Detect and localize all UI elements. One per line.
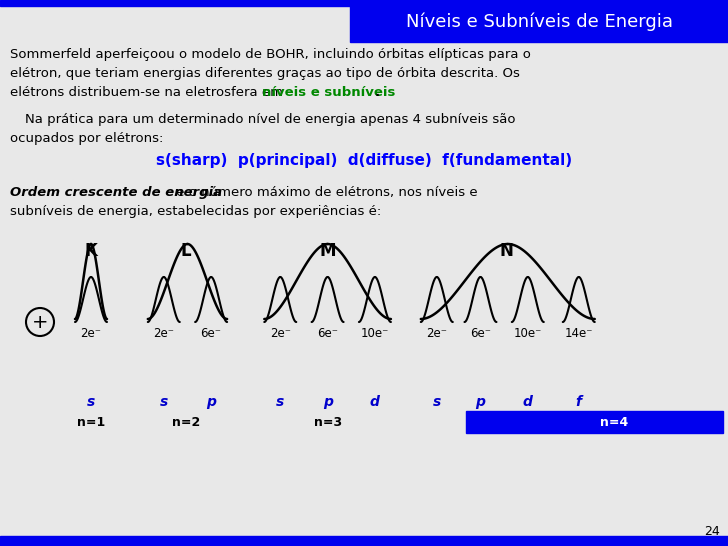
Text: Na prática para um determinado nível de energia apenas 4 subníveis são: Na prática para um determinado nível de … xyxy=(25,113,515,126)
Text: 14e⁻: 14e⁻ xyxy=(564,327,593,340)
Text: 6e⁻: 6e⁻ xyxy=(317,327,338,340)
Text: elétron, que teriam energias diferentes graças ao tipo de órbita descrita. Os: elétron, que teriam energias diferentes … xyxy=(10,67,520,80)
Text: s: s xyxy=(276,395,285,409)
Text: L: L xyxy=(181,242,191,260)
Text: 2e⁻: 2e⁻ xyxy=(81,327,101,340)
Text: Níveis e Subníveis de Energia: Níveis e Subníveis de Energia xyxy=(405,13,673,31)
Text: subníveis de energia, estabelecidas por experiências é:: subníveis de energia, estabelecidas por … xyxy=(10,205,381,218)
Text: elétrons distribuem-se na eletrosfera em: elétrons distribuem-se na eletrosfera em xyxy=(10,86,288,99)
Text: .: . xyxy=(375,86,380,99)
Text: s: s xyxy=(432,395,441,409)
Text: p: p xyxy=(206,395,216,409)
Text: 10e⁻: 10e⁻ xyxy=(361,327,389,340)
Text: M: M xyxy=(320,242,336,260)
Text: s(sharp)  p(principal)  d(diffuse)  f(fundamental): s(sharp) p(principal) d(diffuse) f(funda… xyxy=(156,153,572,168)
Text: níveis e subníveis: níveis e subníveis xyxy=(262,86,395,99)
Text: n=3: n=3 xyxy=(314,416,341,429)
Text: Ordem crescente de energia: Ordem crescente de energia xyxy=(10,186,222,199)
Text: n=4: n=4 xyxy=(601,416,628,429)
Text: f: f xyxy=(576,395,582,409)
Text: d: d xyxy=(523,395,533,409)
Text: 6e⁻: 6e⁻ xyxy=(201,327,221,340)
Text: 10e⁻: 10e⁻ xyxy=(514,327,542,340)
Text: d: d xyxy=(370,395,380,409)
Text: ocupados por elétrons:: ocupados por elétrons: xyxy=(10,132,163,145)
Text: 6e⁻: 6e⁻ xyxy=(470,327,491,340)
Text: 2e⁻: 2e⁻ xyxy=(270,327,290,340)
Text: e o número máximo de elétrons, nos níveis e: e o número máximo de elétrons, nos nívei… xyxy=(172,186,478,199)
Text: 2e⁻: 2e⁻ xyxy=(154,327,174,340)
Text: N: N xyxy=(499,242,513,260)
Text: 24: 24 xyxy=(704,525,720,538)
Text: +: + xyxy=(32,312,48,331)
Text: p: p xyxy=(475,395,486,409)
Bar xyxy=(0,0,728,6)
Bar xyxy=(466,411,723,433)
Text: p: p xyxy=(323,395,333,409)
Text: K: K xyxy=(84,242,98,260)
Text: s: s xyxy=(87,395,95,409)
Text: 2e⁻: 2e⁻ xyxy=(427,327,447,340)
Text: n=2: n=2 xyxy=(172,416,199,429)
Bar xyxy=(350,0,728,42)
Text: s: s xyxy=(159,395,168,409)
Text: n=1: n=1 xyxy=(77,416,105,429)
Bar xyxy=(0,536,728,546)
Text: Sommerfeld aperfeiçoou o modelo de BOHR, incluindo órbitas elípticas para o: Sommerfeld aperfeiçoou o modelo de BOHR,… xyxy=(10,48,531,61)
